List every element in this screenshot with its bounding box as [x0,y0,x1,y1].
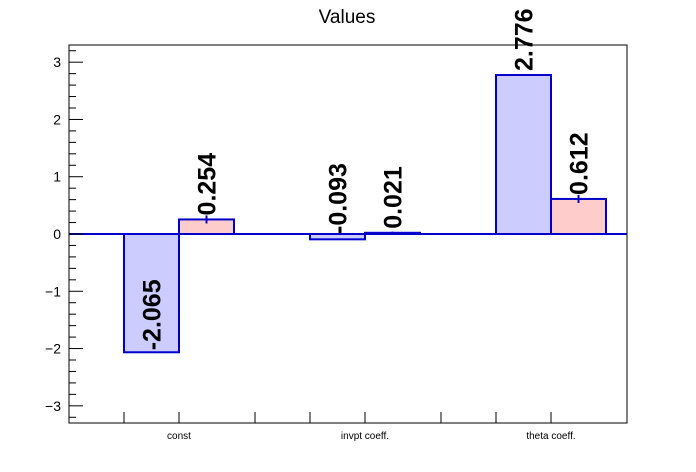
bar-2-series-1 [550,197,607,236]
bars-group [123,74,607,354]
x-axis: const invpt coeff. theta coeff. [123,412,628,442]
value-label-2-series-1: 0.612 [566,132,594,195]
value-label-2-series-0: 2.776 [511,8,539,71]
bar-0-series-0 [123,233,180,354]
value-label-0-series-0: -2.065 [139,279,167,350]
y-axis: −3 −2 −1 0 1 2 3 [45,50,83,418]
y-tick-label: 0 [53,226,61,242]
y-tick-label: −3 [45,398,61,414]
category-label: invpt coeff. [341,431,389,442]
value-label-1-series-1: 0.021 [380,166,408,229]
y-tick-label: −1 [45,283,61,299]
category-label: const [167,431,191,442]
value-labels-group: -2.065 -0.093 2.776 0.254 0.021 0.612 [139,8,594,350]
value-label-0-series-1: 0.254 [194,153,222,216]
y-tick-label: −2 [45,341,61,357]
y-tick-label: 1 [53,169,61,185]
y-tick-label: 2 [53,111,61,127]
y-tick-label: 3 [53,54,61,70]
category-label: theta coeff. [526,431,575,442]
value-label-1-series-0: -0.093 [325,163,353,234]
bar-2-series-0 [495,74,552,235]
chart-title: Values [319,7,376,28]
